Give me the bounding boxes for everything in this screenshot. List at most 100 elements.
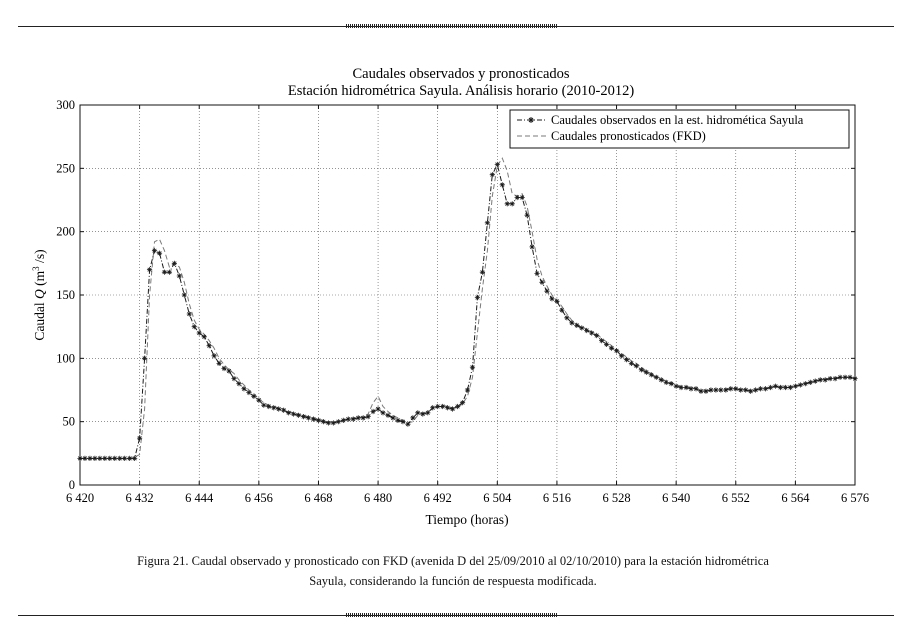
series-forecast-line — [80, 157, 856, 459]
observed-point — [102, 455, 108, 461]
y-tick-label: 250 — [56, 161, 75, 175]
observed-point — [554, 298, 560, 304]
observed-point — [827, 376, 833, 382]
x-tick-label: 6 564 — [781, 491, 810, 505]
observed-point — [688, 386, 694, 392]
observed-point — [261, 402, 267, 408]
observed-point — [241, 386, 247, 392]
observed-point — [127, 455, 133, 461]
observed-point — [698, 388, 704, 394]
observed-point — [390, 415, 396, 421]
x-tick-label: 6 540 — [662, 491, 690, 505]
observed-point — [281, 407, 287, 413]
observed-point — [529, 244, 535, 250]
series-observed-line — [80, 163, 856, 459]
observed-point — [673, 383, 679, 389]
legend-observed-marker — [528, 117, 534, 123]
observed-point — [604, 341, 610, 347]
observed-point — [504, 201, 510, 207]
observed-point — [266, 403, 272, 410]
observed-point — [201, 334, 207, 340]
observed-point — [767, 384, 774, 391]
observed-point — [141, 355, 148, 361]
observed-point — [132, 455, 138, 461]
observed-point — [395, 417, 401, 423]
observed-point — [643, 369, 649, 375]
observed-point — [251, 393, 257, 399]
legend-box — [509, 109, 850, 149]
x-tick-label: 6 552 — [722, 491, 750, 505]
observed-point — [817, 377, 823, 383]
caption-line-1: Figura 21. Caudal observado y pronostica… — [137, 554, 769, 568]
observed-point — [410, 415, 416, 421]
observed-point — [82, 455, 88, 461]
x-tick-label: 6 444 — [185, 491, 214, 505]
observed-point — [315, 417, 322, 423]
observed-point — [693, 386, 699, 392]
observed-point — [758, 386, 764, 392]
x-axis-label: Tiempo (horas) — [425, 512, 508, 527]
observed-point — [589, 330, 595, 336]
observed-point — [484, 220, 490, 226]
observed-point — [425, 410, 431, 416]
observed-point — [92, 455, 98, 461]
observed-point — [375, 406, 381, 412]
observed-point — [753, 387, 759, 393]
observed-point — [181, 292, 187, 298]
observed-point — [291, 411, 297, 417]
chart-subtitle: Estación hidrométrica Sayula. Análisis h… — [288, 83, 634, 99]
observed-point — [499, 182, 505, 188]
observed-point — [330, 420, 336, 426]
observed-point — [628, 360, 635, 366]
chart-title: Caudales observados y pronosticados — [352, 66, 569, 82]
observed-point — [320, 419, 327, 425]
observed-point — [271, 405, 277, 411]
observed-point — [156, 250, 163, 256]
observed-point — [365, 414, 371, 420]
legend-forecast-label: Caudales pronosticados (FKD) — [551, 129, 706, 143]
observed-point — [300, 414, 307, 420]
observed-point — [738, 387, 744, 393]
observed-point — [762, 386, 769, 392]
observed-point — [842, 374, 848, 380]
observed-point — [469, 364, 476, 370]
observed-point — [494, 161, 500, 168]
caption-line-2: Sayula, considerando la función de respu… — [309, 574, 597, 588]
x-tick-label: 6 420 — [66, 491, 94, 505]
y-tick-label: 50 — [63, 415, 76, 429]
observed-point — [459, 400, 466, 406]
observed-point — [713, 387, 719, 393]
x-tick-label: 6 492 — [424, 491, 452, 505]
observed-point — [668, 381, 674, 387]
observed-point — [678, 384, 684, 391]
observed-point — [509, 201, 515, 207]
observed-point — [797, 382, 803, 388]
observed-point — [648, 372, 654, 378]
observed-point — [802, 381, 808, 387]
observed-point — [335, 419, 341, 425]
observed-point — [151, 248, 158, 254]
y-tick-label: 100 — [56, 351, 75, 365]
observed-point — [559, 307, 565, 313]
figure-caption: Figura 21. Caudal observado y pronostica… — [60, 551, 846, 591]
x-tick-label: 6 576 — [841, 491, 869, 505]
observed-point — [663, 379, 669, 385]
observed-point — [608, 345, 615, 351]
observed-point — [728, 386, 734, 392]
observed-point — [236, 381, 242, 387]
observed-point — [564, 315, 570, 321]
observed-point — [454, 403, 461, 410]
observed-point — [534, 270, 540, 277]
observed-point — [325, 420, 331, 426]
observed-point — [772, 383, 779, 389]
observed-point — [723, 387, 729, 393]
observed-point — [743, 387, 749, 393]
observed-point — [718, 387, 724, 393]
observed-point — [420, 411, 426, 417]
y-axis-label: Caudal Q (m3 /s) — [31, 249, 47, 340]
observed-point — [449, 406, 456, 412]
observed-point — [748, 388, 754, 394]
observed-point — [117, 455, 123, 461]
observed-point — [618, 353, 625, 359]
observed-point — [777, 384, 784, 391]
